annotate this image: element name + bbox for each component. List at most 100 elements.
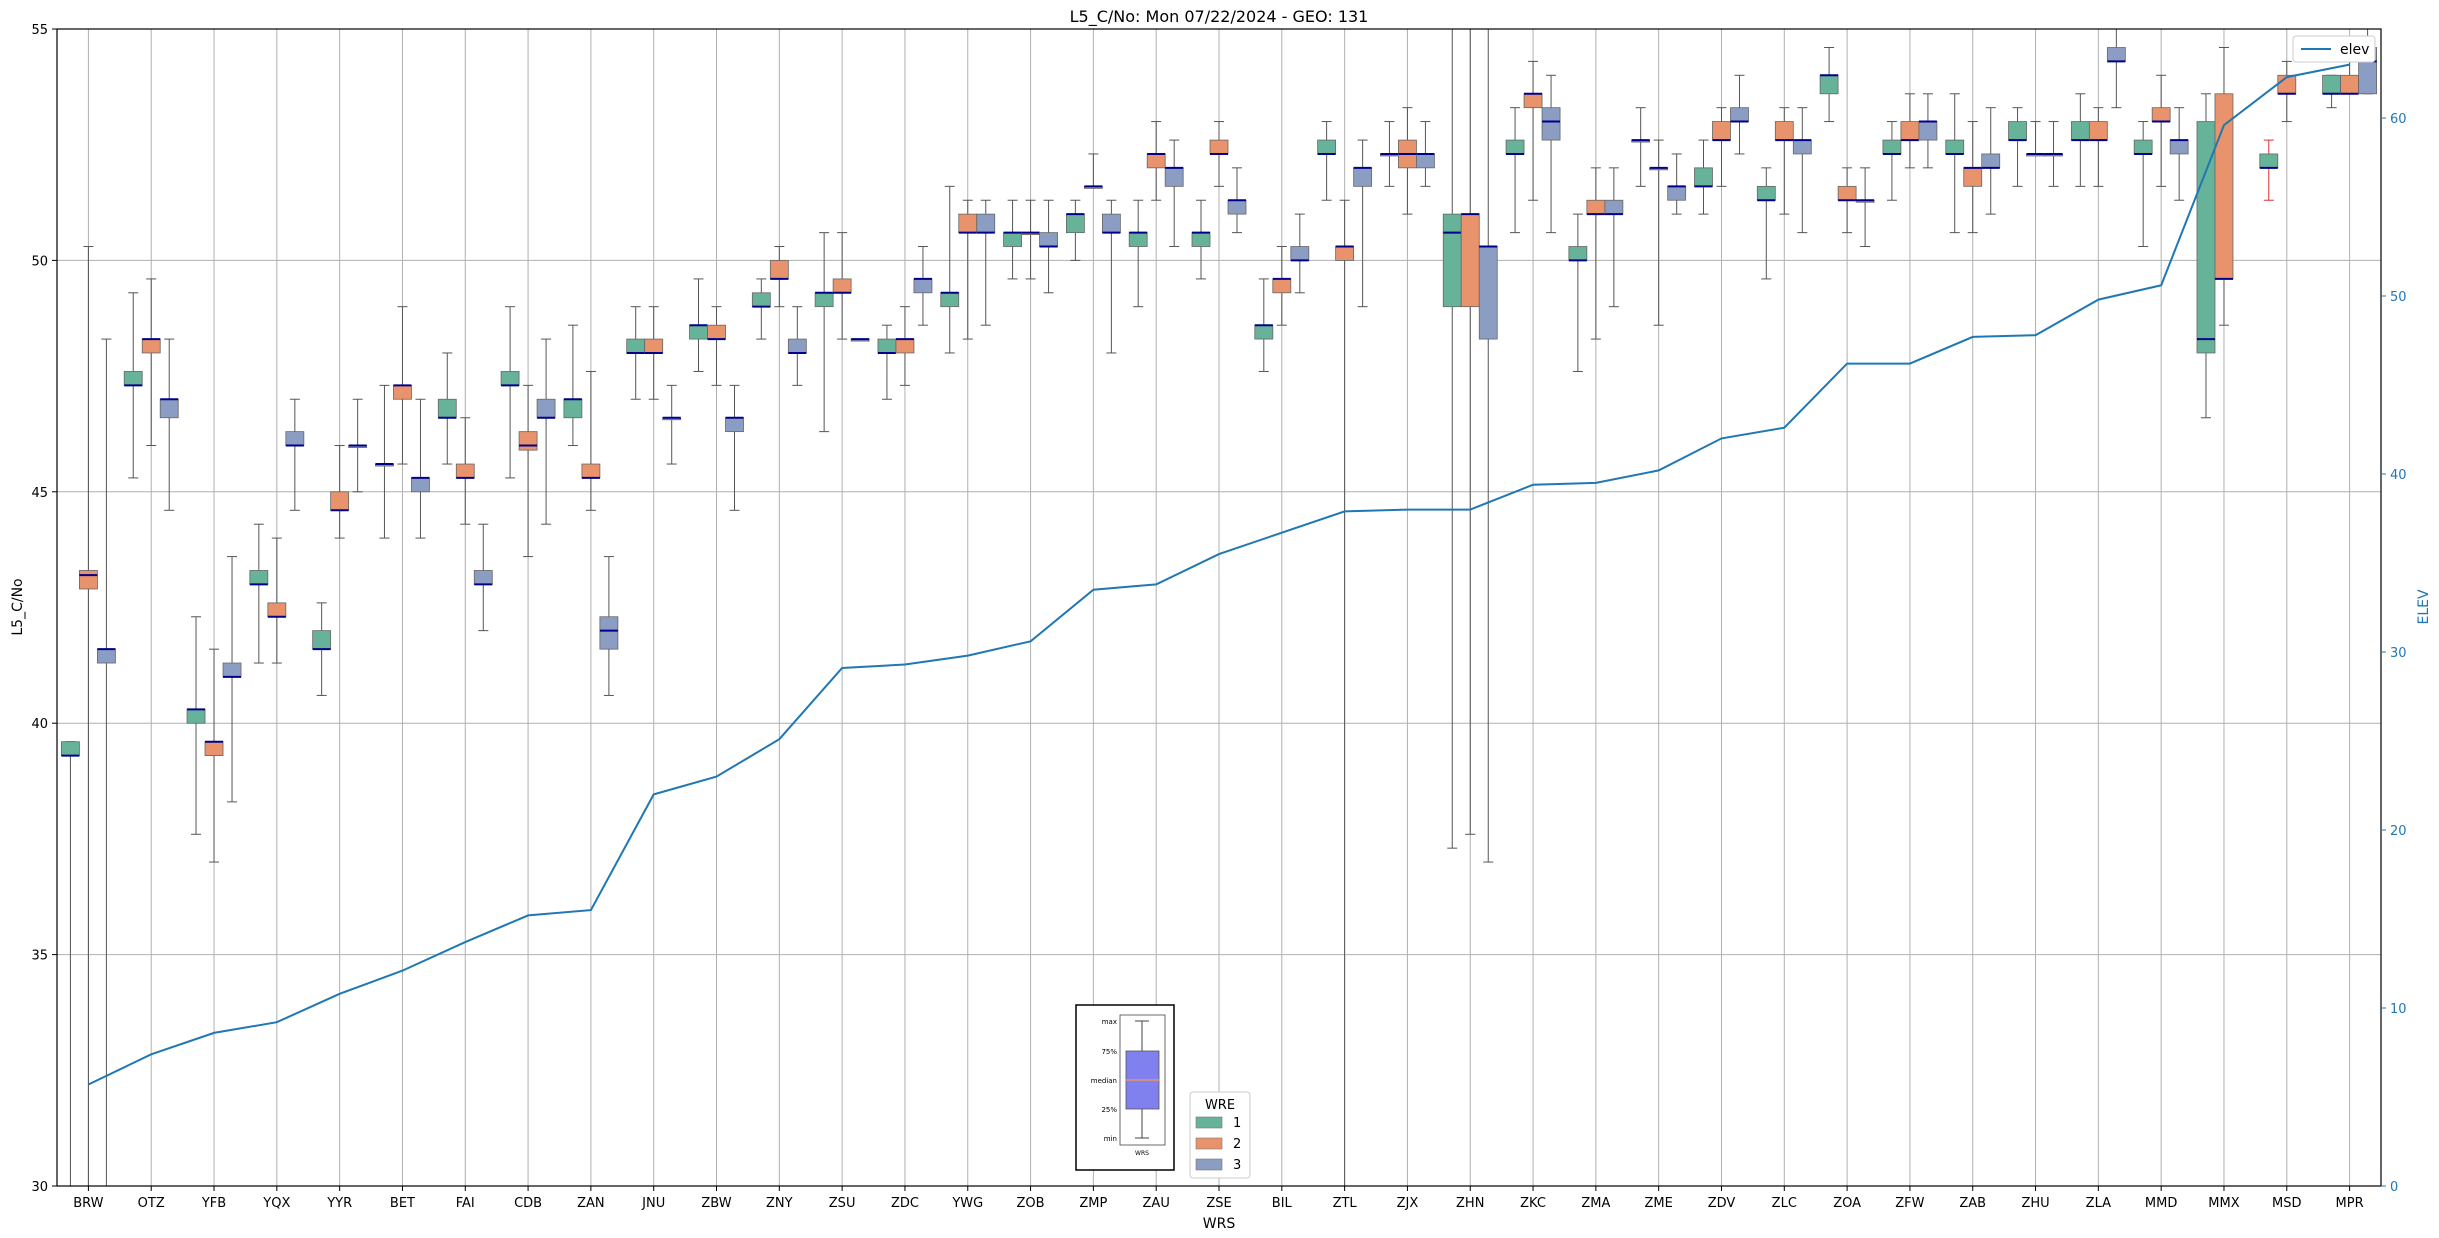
elev-legend-frame [2292, 35, 2376, 63]
box [2088, 121, 2108, 141]
box [976, 213, 996, 234]
box-ZDV-wre1 [1694, 139, 1713, 215]
y-tick-label: 50 [31, 254, 48, 269]
wre-legend: WRE 1 2 3 [1189, 1091, 1251, 1179]
box-key-label-min: min [1104, 1135, 1117, 1143]
box-OTZ-wre3 [159, 338, 179, 511]
box [1730, 107, 1749, 122]
box-ZME-wre3 [1667, 153, 1687, 215]
x-tick-label: ZME [1645, 1196, 1673, 1211]
box-ZHN-wre3 [1478, 28, 1498, 863]
box-ZKC-wre2 [1523, 60, 1543, 201]
elev-series [87, 63, 2350, 1086]
box-ZME-wre2 [1649, 139, 1669, 326]
box-CDB-wre1 [500, 306, 520, 479]
box [1460, 213, 1480, 308]
box [2169, 139, 2189, 155]
box-ZAN-wre1 [563, 324, 583, 447]
wre-legend-swatch-3 [1195, 1158, 1223, 1171]
box [2070, 121, 2090, 141]
box [1164, 167, 1184, 187]
box-ZAU-wre1 [1128, 199, 1148, 308]
box-ZAB-wre3 [1981, 107, 2001, 215]
box [186, 708, 206, 724]
box-ZMP-wre1 [1065, 199, 1085, 261]
x-tick-label: FAI [456, 1196, 475, 1211]
box-key-label-max: max [1102, 1018, 1117, 1026]
box-ZOB-wre3 [1039, 199, 1058, 294]
x-tick-label: ZAB [1959, 1196, 1986, 1211]
box-ZME-wre1 [1631, 107, 1651, 187]
y2-axis-label: ELEV [2416, 589, 2432, 624]
box-ZHU-wre3 [2044, 121, 2063, 187]
y2-tick-label: 60 [2390, 112, 2407, 127]
y2-tick-label: 10 [2390, 1002, 2407, 1017]
box-ZMA-wre3 [1604, 167, 1624, 308]
x-tick-label: ZSE [1206, 1196, 1231, 1211]
box-ZLC-wre3 [1792, 107, 1812, 234]
box-BRW-wre1 [61, 741, 80, 1187]
y-tick-label: 35 [31, 949, 48, 964]
x-tick-label: ZFW [1895, 1196, 1924, 1211]
x-tick-label: BIL [1272, 1196, 1293, 1211]
box-ZOB-wre2 [1021, 199, 1040, 280]
box-ZSE-wre2 [1209, 121, 1229, 187]
box-YQX-wre3 [285, 398, 305, 511]
box [2151, 107, 2171, 122]
box-key-label-median: median [1091, 1077, 1117, 1085]
box-key-inset: max 75% median 25% min WRS [1075, 1004, 1175, 1171]
box [769, 259, 789, 280]
box-ZNY-wre1 [751, 278, 771, 340]
box-key-label-75: 75% [1101, 1048, 1117, 1056]
box-ZHN-wre2 [1460, 28, 1480, 835]
y2-tick-label: 30 [2390, 646, 2407, 661]
box [2133, 139, 2153, 155]
box-YYR-wre3 [348, 398, 368, 493]
box-ZNY-wre3 [787, 306, 807, 386]
box-ZAN-wre2 [581, 370, 601, 511]
x-tick-label: MMX [2208, 1196, 2239, 1211]
box [285, 431, 305, 446]
box [832, 278, 852, 294]
box-ZTL-wre1 [1317, 121, 1337, 201]
box [581, 463, 601, 479]
box-ZAU-wre3 [1164, 139, 1184, 248]
box-MMD-wre1 [2133, 121, 2153, 248]
box [1146, 153, 1166, 169]
box-ZLC-wre1 [1756, 167, 1776, 280]
x-tick-label: ZJX [1397, 1196, 1419, 1211]
box-YWG-wre2 [958, 199, 978, 340]
x-tick-label: JNU [641, 1196, 665, 1211]
box [1819, 74, 1839, 95]
box-YQX-wre2 [267, 537, 287, 664]
box-YYR-wre1 [312, 602, 332, 696]
box [222, 662, 242, 678]
box [1416, 153, 1435, 169]
box [1335, 246, 1355, 261]
box [1254, 324, 1274, 340]
y-tick-label: 30 [31, 1180, 48, 1195]
box [1209, 139, 1229, 155]
box-ZJX-wre1 [1380, 121, 1399, 187]
box [1712, 121, 1731, 141]
box [1101, 213, 1121, 234]
elev-line [87, 63, 2350, 1086]
box [1586, 199, 1606, 215]
box-CDB-wre3 [536, 338, 556, 525]
box-ZAB-wre1 [1945, 93, 1965, 234]
box-ZKC-wre1 [1505, 107, 1525, 234]
box-ZNY-wre2 [769, 246, 789, 308]
box [787, 338, 807, 354]
box [97, 648, 116, 664]
x-tick-label: ZDV [1708, 1196, 1736, 1211]
box [2106, 47, 2126, 62]
box-ZMP-wre3 [1101, 199, 1121, 354]
x-tick-label: ZAU [1143, 1196, 1170, 1211]
box-YFB-wre1 [186, 616, 206, 835]
box-ZAB-wre2 [1963, 121, 1983, 234]
wre-legend-swatch-2 [1195, 1137, 1223, 1150]
box [455, 463, 475, 479]
x-tick-label: BET [390, 1196, 415, 1211]
box [1694, 167, 1713, 187]
wre-legend-label-2: 2 [1233, 1137, 1241, 1152]
